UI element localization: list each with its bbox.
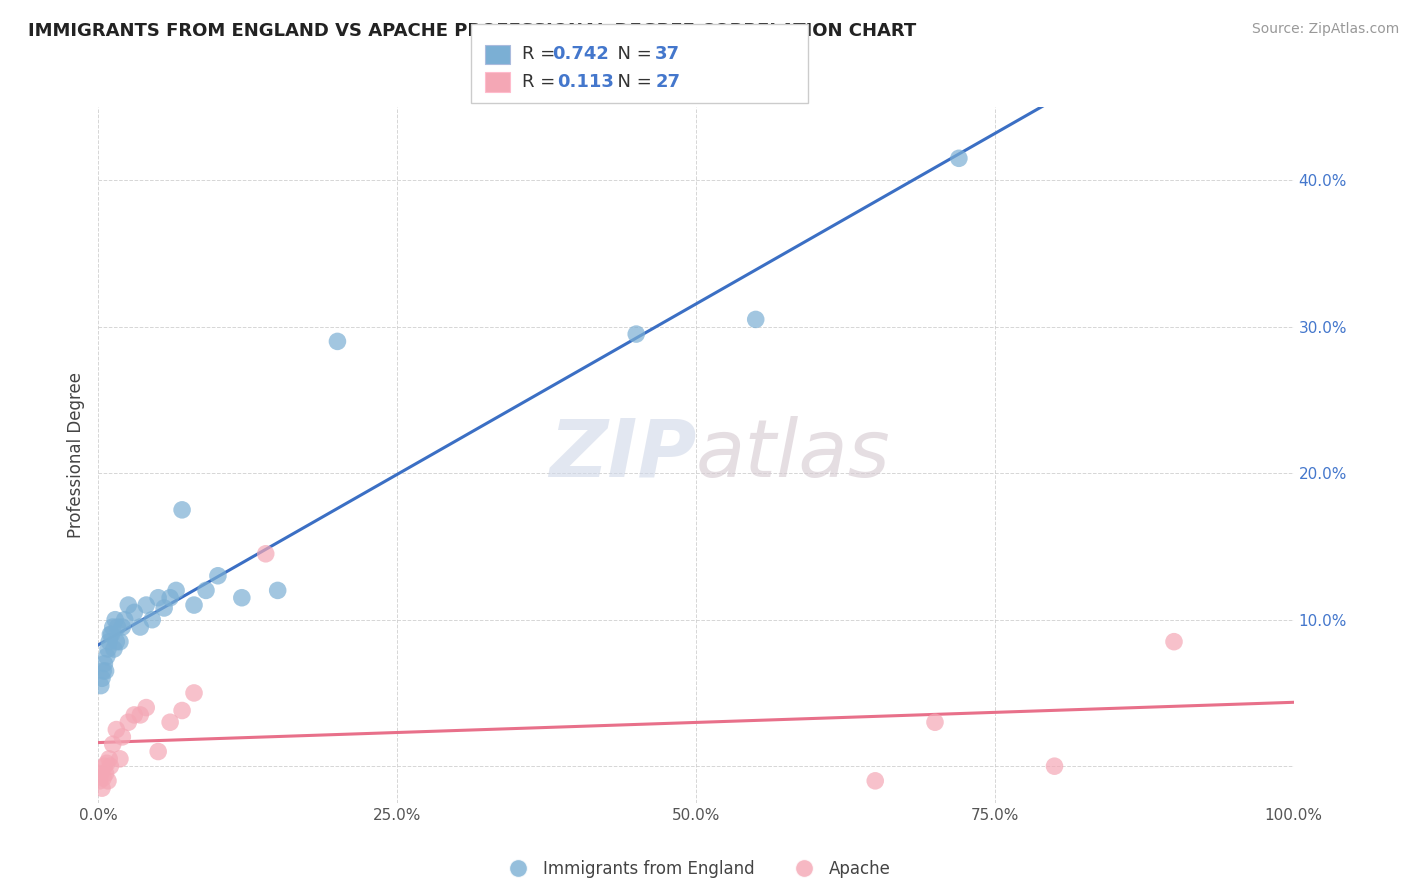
Point <box>948 151 970 165</box>
Text: IMMIGRANTS FROM ENGLAND VS APACHE PROFESSIONAL DEGREE CORRELATION CHART: IMMIGRANTS FROM ENGLAND VS APACHE PROFES… <box>28 22 917 40</box>
Point <box>165 583 187 598</box>
Point <box>148 591 170 605</box>
Point <box>90 766 112 780</box>
Point <box>91 671 114 685</box>
Point <box>254 547 277 561</box>
Point <box>91 771 114 785</box>
Point <box>108 752 131 766</box>
Point <box>124 606 146 620</box>
Point <box>101 737 124 751</box>
Point <box>96 649 118 664</box>
Text: atlas: atlas <box>696 416 891 494</box>
Legend: Immigrants from England, Apache: Immigrants from England, Apache <box>495 854 897 885</box>
Point <box>105 634 128 648</box>
Point <box>148 745 170 759</box>
Text: 0.113: 0.113 <box>557 73 613 91</box>
Point <box>183 598 205 612</box>
Point <box>924 715 946 730</box>
Point <box>91 781 114 796</box>
Point <box>207 568 229 582</box>
Y-axis label: Professional Degree: Professional Degree <box>66 372 84 538</box>
Point <box>231 591 253 605</box>
Text: Source: ZipAtlas.com: Source: ZipAtlas.com <box>1251 22 1399 37</box>
Point <box>111 620 134 634</box>
Point <box>90 679 112 693</box>
Point <box>98 634 121 648</box>
Point <box>159 591 181 605</box>
Text: R =: R = <box>522 73 567 91</box>
Point <box>93 657 115 671</box>
Point <box>1163 634 1185 648</box>
Text: 27: 27 <box>655 73 681 91</box>
Text: 37: 37 <box>655 45 681 63</box>
Point <box>183 686 205 700</box>
Text: N =: N = <box>606 45 658 63</box>
Point <box>159 715 181 730</box>
Point <box>267 583 290 598</box>
Text: 0.742: 0.742 <box>553 45 609 63</box>
Text: R =: R = <box>522 45 561 63</box>
Point <box>98 759 122 773</box>
Point <box>117 715 139 730</box>
Point <box>101 620 124 634</box>
Text: ZIP: ZIP <box>548 416 696 494</box>
Text: N =: N = <box>606 73 658 91</box>
Point <box>745 312 768 326</box>
Point <box>89 773 111 788</box>
Point <box>94 766 117 780</box>
Point <box>141 613 163 627</box>
Point <box>98 627 122 641</box>
Point <box>91 664 114 678</box>
Point <box>863 773 886 788</box>
Point <box>135 598 157 612</box>
Point <box>97 642 120 657</box>
Point <box>1043 759 1066 773</box>
Point <box>107 620 129 634</box>
Point <box>172 503 194 517</box>
Point <box>100 627 122 641</box>
Point <box>117 598 139 612</box>
Point <box>326 334 349 349</box>
Point <box>624 327 647 342</box>
Point <box>194 583 217 598</box>
Point <box>172 704 194 718</box>
Point <box>111 730 134 744</box>
Point <box>97 773 120 788</box>
Point <box>98 752 121 766</box>
Point <box>94 664 117 678</box>
Point <box>103 642 125 657</box>
Point <box>93 759 115 773</box>
Point <box>129 620 152 634</box>
Point <box>105 723 128 737</box>
Point <box>129 707 152 722</box>
Point <box>153 601 176 615</box>
Point <box>104 613 127 627</box>
Point <box>135 700 157 714</box>
Point <box>114 613 136 627</box>
Point <box>96 756 118 771</box>
Point <box>124 707 146 722</box>
Point <box>108 634 131 648</box>
